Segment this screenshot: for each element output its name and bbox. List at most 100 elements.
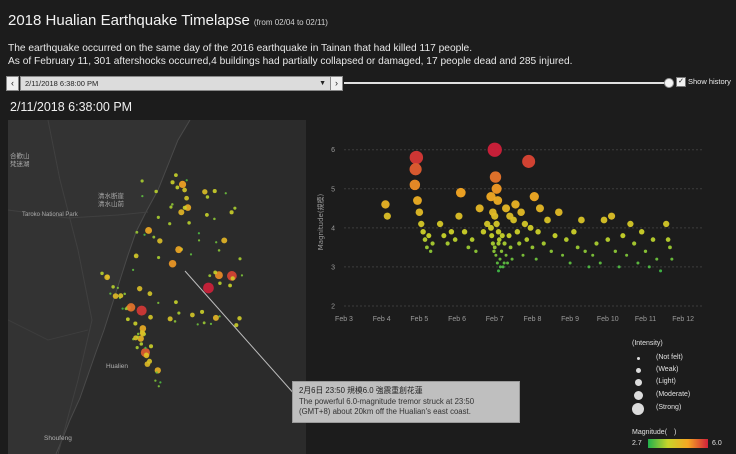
epicenter-marker[interactable] [148,314,153,320]
quake-point[interactable] [502,204,511,213]
quake-point[interactable] [529,191,539,202]
epicenter-marker[interactable] [135,230,139,234]
quake-point[interactable] [575,245,580,250]
epicenter-marker[interactable] [237,316,242,321]
quake-point[interactable] [489,208,497,217]
quake-point[interactable] [534,257,538,261]
epicenter-marker[interactable] [185,179,188,182]
quake-point[interactable] [620,233,626,239]
epicenter-marker[interactable] [228,283,232,288]
quake-point[interactable] [452,237,458,242]
epicenter-marker[interactable] [218,281,222,285]
quake-point[interactable] [420,229,426,235]
quake-point[interactable] [564,237,569,242]
epicenter-marker[interactable] [230,276,235,281]
quake-point[interactable] [489,233,495,239]
quake-point[interactable] [668,245,672,250]
epicenter-marker[interactable] [197,239,201,242]
epicenter-marker[interactable] [197,232,201,235]
quake-point[interactable] [498,257,502,261]
epicenter-marker[interactable] [136,332,140,336]
quake-point[interactable] [493,196,503,205]
quake-point[interactable] [409,163,422,176]
quake-point[interactable] [510,257,514,261]
quake-point[interactable] [496,241,501,246]
quake-point[interactable] [491,183,502,194]
quake-point[interactable] [474,249,478,253]
quake-point[interactable] [504,253,508,257]
quake-point[interactable] [492,249,496,253]
quake-point[interactable] [495,229,502,235]
epicenter-marker[interactable] [174,173,178,177]
quake-point[interactable] [627,220,634,228]
quake-point[interactable] [426,233,432,239]
quake-point[interactable] [494,253,498,257]
epicenter-marker[interactable] [159,381,162,384]
epicenter-marker[interactable] [143,233,146,236]
epicenter-marker[interactable] [157,255,161,260]
quake-point[interactable] [541,241,546,246]
epicenter-marker[interactable] [196,323,199,326]
epicenter-marker[interactable] [123,292,126,296]
epicenter-marker[interactable] [133,321,138,326]
quake-point[interactable] [499,233,505,239]
quake-point[interactable] [499,249,504,253]
epicenter-marker[interactable] [112,293,119,299]
epicenter-marker[interactable] [147,358,153,364]
quake-point[interactable] [555,208,563,217]
quake-point[interactable] [409,150,424,165]
epicenter-marker[interactable] [140,179,144,183]
epicenter-marker[interactable] [221,237,228,244]
quake-point[interactable] [425,245,429,250]
date-select[interactable]: 2/11/2018 6:38:00 PM ▼ [20,76,331,91]
quake-point[interactable] [413,196,422,205]
epicenter-marker[interactable] [139,342,144,346]
quake-point[interactable] [600,216,608,224]
epicenter-marker[interactable] [240,274,244,277]
epicenter-marker[interactable] [217,249,221,252]
epicenter-marker[interactable] [155,371,158,374]
quake-point[interactable] [613,249,618,253]
quake-point[interactable] [521,253,525,257]
epicenter-marker[interactable] [171,203,174,206]
quake-point[interactable] [665,237,671,242]
epicenter-marker[interactable] [173,320,177,323]
epicenter-marker[interactable] [125,317,130,322]
quake-point[interactable] [605,237,611,242]
epicenter-marker[interactable] [177,311,181,315]
quake-point[interactable] [511,200,520,209]
epicenter-marker[interactable] [213,270,218,275]
epicenter-marker[interactable] [175,246,183,254]
epicenter-marker[interactable] [139,330,146,336]
quake-point[interactable] [552,233,558,239]
quake-point[interactable] [502,261,506,265]
epicenter-marker[interactable] [121,307,124,310]
time-slider-handle[interactable] [664,78,674,88]
epicenter-marker[interactable] [116,286,119,289]
epicenter-marker[interactable] [224,192,227,195]
quake-point[interactable] [448,229,455,235]
epicenter-marker[interactable] [144,346,147,350]
quake-point[interactable] [498,265,502,269]
quake-point[interactable] [428,249,433,253]
quake-point[interactable] [484,220,491,228]
quake-point[interactable] [492,245,497,250]
epicenter-marker[interactable] [145,226,153,234]
epicenter-marker[interactable] [136,305,147,316]
epicenter-marker[interactable] [238,257,242,261]
epicenter-marker[interactable] [157,238,163,244]
epicenter-marker[interactable] [187,221,191,225]
quake-point[interactable] [517,208,525,217]
epicenter-marker[interactable] [175,185,180,190]
prev-button[interactable]: ‹ [6,76,19,91]
epicenter-marker[interactable] [190,312,195,318]
epicenter-marker[interactable] [141,194,144,198]
time-slider-track[interactable] [344,82,670,84]
quake-point[interactable] [587,265,591,269]
epicenter-marker[interactable] [118,293,124,299]
epicenter-marker[interactable] [213,217,216,221]
quake-point[interactable] [659,269,663,273]
epicenter-marker[interactable] [200,309,205,314]
quake-point[interactable] [647,265,651,269]
quake-point[interactable] [524,237,530,242]
